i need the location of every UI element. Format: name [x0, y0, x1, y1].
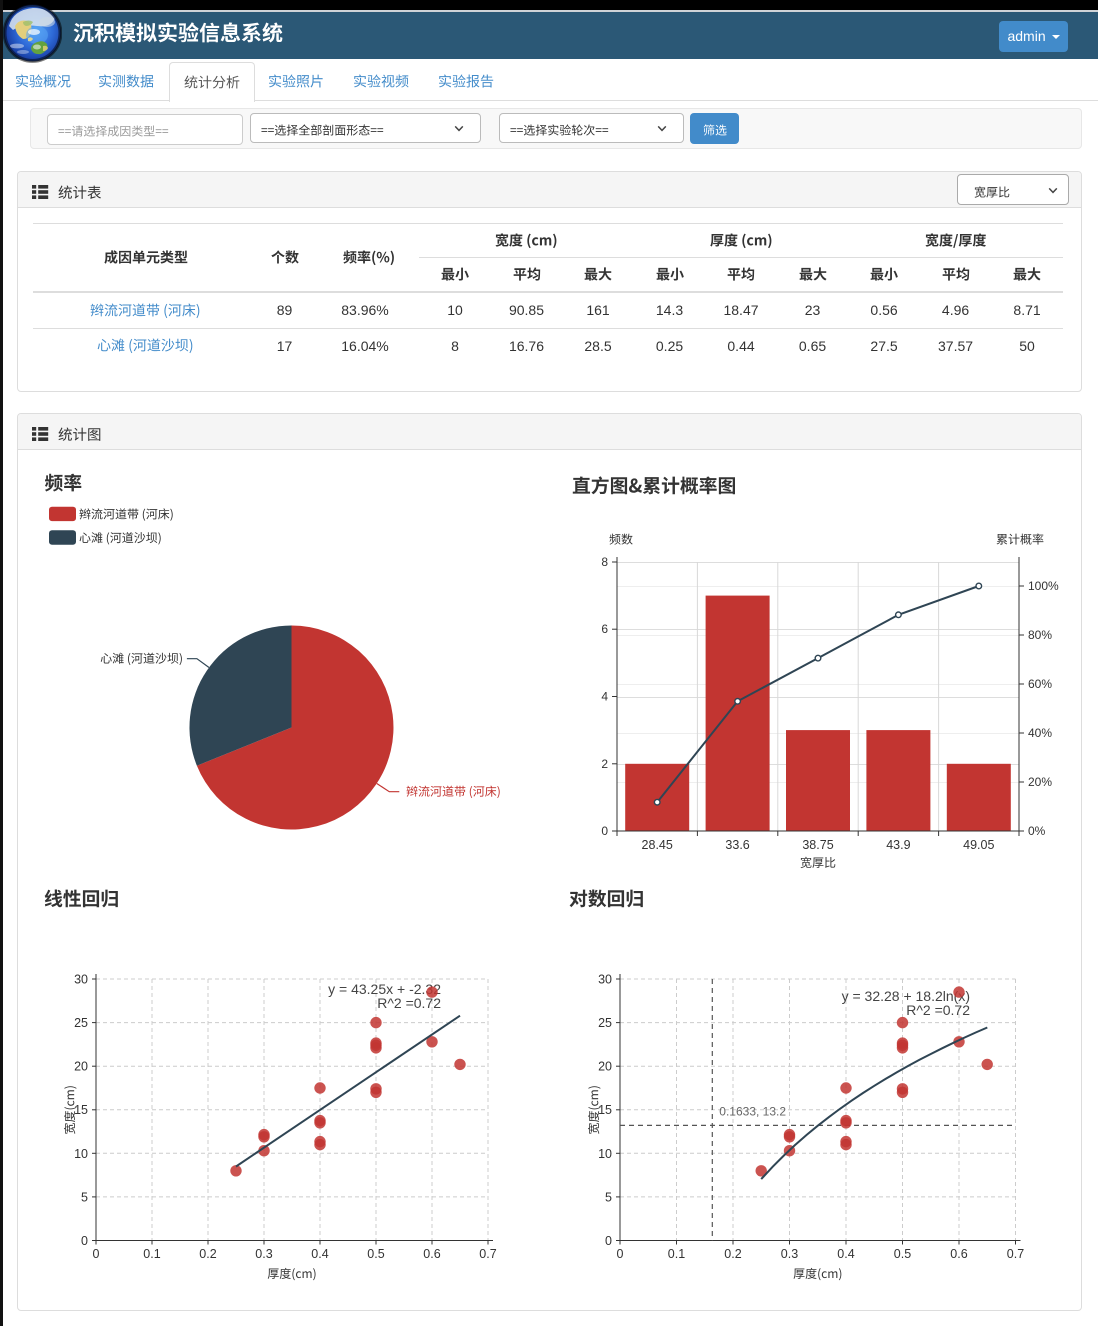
- svg-text:0.3: 0.3: [781, 1247, 798, 1261]
- svg-text:y = 43.25x + -2.32: y = 43.25x + -2.32: [328, 981, 441, 997]
- svg-text:100%: 100%: [1028, 579, 1059, 593]
- svg-text:5: 5: [605, 1190, 612, 1204]
- svg-text:25: 25: [598, 1016, 612, 1030]
- svg-text:33.6: 33.6: [725, 838, 749, 852]
- svg-text:0.1: 0.1: [668, 1247, 685, 1261]
- svg-text:0: 0: [601, 824, 608, 838]
- svg-text:15: 15: [598, 1103, 612, 1117]
- svg-text:30: 30: [598, 973, 612, 987]
- svg-text:30: 30: [74, 973, 88, 987]
- svg-text:15: 15: [74, 1103, 88, 1117]
- svg-text:60%: 60%: [1028, 677, 1052, 691]
- svg-text:0.6: 0.6: [423, 1247, 440, 1261]
- svg-text:0.1633, 13.2: 0.1633, 13.2: [719, 1104, 786, 1118]
- svg-text:0.7: 0.7: [1007, 1247, 1024, 1261]
- svg-text:20: 20: [74, 1060, 88, 1074]
- svg-text:y = 32.28 + 18.2ln(x): y = 32.28 + 18.2ln(x): [842, 988, 970, 1004]
- svg-text:0.3: 0.3: [255, 1247, 272, 1261]
- svg-text:0: 0: [93, 1247, 100, 1261]
- svg-text:0.1: 0.1: [143, 1247, 160, 1261]
- svg-text:0.7: 0.7: [479, 1247, 496, 1261]
- svg-text:6: 6: [601, 622, 608, 636]
- svg-text:43.9: 43.9: [886, 838, 910, 852]
- svg-text:28.45: 28.45: [642, 838, 673, 852]
- svg-text:40%: 40%: [1028, 726, 1052, 740]
- svg-text:20%: 20%: [1028, 775, 1052, 789]
- svg-text:49.05: 49.05: [963, 838, 994, 852]
- svg-text:R^2 =0.72: R^2 =0.72: [906, 1002, 970, 1018]
- svg-text:0.4: 0.4: [837, 1247, 854, 1261]
- svg-text:80%: 80%: [1028, 628, 1052, 642]
- svg-text:0: 0: [617, 1247, 624, 1261]
- svg-text:5: 5: [81, 1190, 88, 1204]
- svg-text:0.5: 0.5: [367, 1247, 384, 1261]
- svg-text:0.6: 0.6: [950, 1247, 967, 1261]
- svg-text:0: 0: [81, 1234, 88, 1248]
- svg-text:R^2 =0.72: R^2 =0.72: [377, 995, 441, 1011]
- svg-text:0%: 0%: [1028, 824, 1046, 838]
- svg-text:25: 25: [74, 1016, 88, 1030]
- svg-text:8: 8: [601, 555, 608, 569]
- svg-text:20: 20: [598, 1060, 612, 1074]
- svg-text:2: 2: [601, 757, 608, 771]
- svg-text:0.5: 0.5: [894, 1247, 911, 1261]
- svg-text:10: 10: [598, 1147, 612, 1161]
- svg-text:10: 10: [74, 1147, 88, 1161]
- svg-text:0.2: 0.2: [199, 1247, 216, 1261]
- svg-text:0.4: 0.4: [311, 1247, 328, 1261]
- svg-text:4: 4: [601, 690, 608, 704]
- svg-text:38.75: 38.75: [802, 838, 833, 852]
- svg-text:0.2: 0.2: [724, 1247, 741, 1261]
- svg-text:0: 0: [605, 1234, 612, 1248]
